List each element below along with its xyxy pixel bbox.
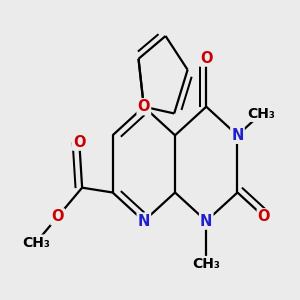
Text: CH₃: CH₃ (192, 257, 220, 271)
Text: CH₃: CH₃ (247, 107, 275, 121)
Text: N: N (231, 128, 244, 143)
Text: N: N (138, 214, 150, 229)
Text: O: O (51, 209, 64, 224)
Text: N: N (200, 214, 212, 229)
Text: O: O (258, 209, 270, 224)
Text: O: O (73, 135, 85, 150)
Text: CH₃: CH₃ (22, 236, 50, 250)
Text: O: O (138, 99, 150, 114)
Text: O: O (200, 51, 212, 66)
